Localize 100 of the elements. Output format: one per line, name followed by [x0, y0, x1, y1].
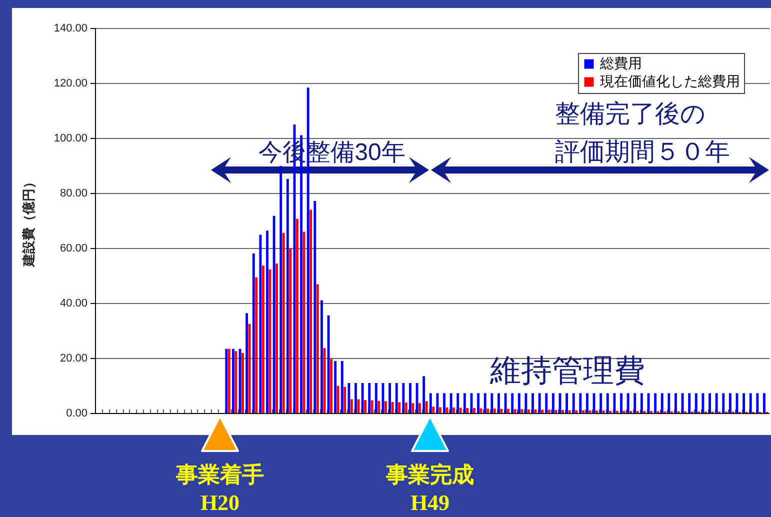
bar [586, 393, 588, 413]
bar [484, 393, 486, 413]
bar [742, 393, 746, 413]
annotation: 評価期間５０年 [555, 138, 730, 166]
bar [234, 351, 238, 413]
bar [579, 393, 582, 413]
bar [232, 348, 234, 413]
bar [246, 313, 248, 413]
bar [374, 383, 378, 413]
bar [395, 383, 398, 413]
bar [561, 410, 564, 413]
bar [572, 393, 575, 413]
y-tick-label: 0.00 [66, 408, 88, 420]
y-tick-label: 40.00 [60, 298, 88, 310]
bar [330, 359, 332, 413]
bar [248, 324, 251, 413]
bar [242, 353, 244, 413]
bar [228, 348, 230, 413]
bar [225, 348, 228, 413]
bar [262, 266, 264, 413]
annotation: 維持管理費 [489, 353, 645, 388]
bar [500, 408, 503, 413]
bar [340, 361, 344, 413]
bar [378, 400, 380, 413]
bar [252, 254, 255, 413]
bar [486, 408, 490, 413]
bar [756, 393, 759, 413]
bar [384, 401, 387, 413]
bar [541, 410, 544, 413]
bar [600, 393, 602, 413]
bar [524, 393, 528, 413]
bar [438, 407, 442, 413]
bar [504, 393, 507, 413]
bar [626, 393, 630, 413]
bar [538, 393, 541, 413]
bar [280, 166, 282, 413]
bar [388, 383, 392, 413]
bar [674, 393, 677, 413]
bar [708, 393, 711, 413]
bar [654, 393, 657, 413]
bar [282, 232, 285, 413]
bar [552, 393, 554, 413]
bar [425, 401, 428, 413]
bar [348, 383, 350, 413]
bar [518, 393, 520, 413]
bar [497, 393, 500, 413]
bar [296, 218, 298, 413]
bar [456, 393, 460, 413]
bar [286, 178, 289, 413]
y-tick-label: 120.00 [54, 78, 88, 90]
bar [402, 383, 405, 413]
legend-label: 総費用 [599, 55, 642, 71]
text: H20 [200, 490, 240, 515]
bar [368, 383, 371, 413]
bar [370, 400, 374, 413]
text: 事業着手 [175, 462, 264, 487]
bar [527, 409, 530, 413]
y-tick-label: 140.00 [54, 22, 88, 34]
bar [749, 393, 752, 413]
bar [350, 399, 353, 413]
bar [763, 393, 766, 413]
bar [289, 248, 292, 413]
bar [357, 399, 360, 413]
y-tick-label: 20.00 [60, 352, 88, 364]
bar [276, 264, 278, 413]
bar [640, 393, 643, 413]
bar [532, 393, 534, 413]
annotation: 整備完了後の [555, 100, 706, 128]
bar [545, 393, 548, 413]
bar [548, 410, 550, 413]
bar [364, 400, 367, 413]
bar [554, 410, 558, 413]
bar [694, 393, 698, 413]
bar [404, 402, 408, 413]
bar [613, 393, 616, 413]
bar [443, 393, 446, 413]
bar [668, 393, 670, 413]
legend-label: 現在価値化した総費用 [600, 73, 740, 89]
bar [450, 393, 452, 413]
bar [592, 393, 596, 413]
bar [493, 408, 496, 413]
bar [432, 406, 435, 413]
bar [477, 393, 480, 413]
bar [334, 361, 337, 413]
bar [259, 234, 262, 413]
bar [520, 409, 524, 413]
bar [566, 393, 568, 413]
y-tick-label: 60.00 [60, 242, 88, 254]
bar [459, 408, 462, 413]
y-tick-label: 80.00 [60, 188, 88, 200]
bar [715, 393, 718, 413]
bar [344, 386, 346, 413]
bar [336, 386, 340, 413]
bar [266, 230, 268, 413]
bar [398, 402, 401, 413]
bar [722, 393, 725, 413]
bar [255, 277, 258, 413]
bar [490, 393, 494, 413]
bar [702, 393, 704, 413]
bar [272, 216, 276, 413]
